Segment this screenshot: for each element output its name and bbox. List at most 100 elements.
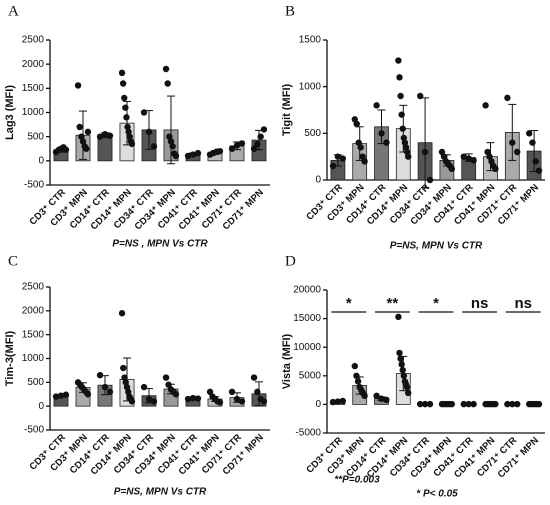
data-point [238, 140, 246, 147]
data-point [482, 102, 489, 109]
data-point [403, 384, 411, 391]
data-point [189, 151, 197, 158]
data-point [396, 349, 403, 357]
y-tick-label: 2000 [22, 305, 45, 316]
data-point [101, 131, 109, 138]
data-point [119, 80, 127, 87]
panel-letter: C [8, 253, 18, 269]
panel-letter: D [285, 253, 296, 269]
y-tick-label: 1500 [22, 329, 45, 340]
data-point [535, 167, 543, 174]
note: P=NS, MPN Vs CTR [390, 241, 483, 252]
data-point [52, 393, 60, 400]
data-point [421, 400, 429, 408]
y-tick-label: 0 [38, 401, 44, 412]
data-point [194, 395, 202, 402]
data-point [532, 158, 539, 165]
data-point [106, 132, 114, 139]
data-point [361, 158, 368, 165]
y-tick-label: -500 [24, 425, 44, 436]
data-point [250, 145, 258, 152]
y-tick-label: 20000 [293, 285, 321, 296]
note: * P< 0.05 [416, 489, 458, 500]
data-point [509, 139, 516, 146]
data-point [525, 130, 533, 137]
data-point [535, 400, 543, 408]
y-tick-label: 2000 [22, 59, 45, 70]
data-point [334, 398, 342, 405]
data-point [399, 366, 406, 374]
data-point [416, 400, 424, 408]
data-point [395, 57, 402, 64]
data-point [140, 109, 148, 116]
y-tick-label: 1500 [22, 83, 45, 94]
data-point [122, 104, 129, 111]
data-point [120, 364, 127, 372]
data-point [254, 140, 261, 148]
data-point [514, 148, 521, 156]
data-point [416, 92, 424, 100]
data-point [166, 133, 173, 140]
significance-label: ns [514, 295, 532, 312]
data-point [373, 102, 380, 109]
y-tick-label: -500 [24, 180, 44, 191]
data-point [206, 388, 214, 396]
data-point [172, 391, 180, 398]
data-point [378, 130, 385, 137]
data-point [228, 145, 236, 152]
data-point [78, 133, 85, 140]
data-point [448, 165, 456, 172]
data-point [84, 391, 92, 398]
data-point [509, 400, 516, 408]
y-axis-label: Tigit (MFI) [281, 83, 293, 136]
y-tick-label: 2500 [22, 35, 45, 46]
y-tick-label: 0 [38, 155, 44, 166]
data-point [405, 389, 412, 397]
data-point [238, 398, 246, 405]
data-point [121, 94, 128, 102]
data-point [504, 400, 511, 408]
data-point [189, 394, 197, 402]
data-point [145, 395, 153, 403]
data-point [448, 400, 456, 408]
data-point [465, 155, 472, 162]
data-point [492, 400, 499, 408]
y-axis-label: Vista (MFI) [281, 333, 293, 389]
data-point [101, 383, 109, 391]
data-point [167, 138, 175, 145]
significance-label: ** [387, 295, 399, 312]
data-point [260, 126, 268, 133]
data-point [216, 147, 224, 155]
panel-letter: A [8, 3, 19, 19]
data-point [62, 146, 70, 153]
data-point [373, 392, 380, 400]
data-point [162, 65, 170, 73]
data-point [250, 374, 258, 381]
data-point [125, 128, 132, 136]
y-tick-label: 1000 [299, 81, 322, 92]
data-point [339, 397, 347, 405]
data-point [172, 152, 180, 160]
y-tick-label: 15000 [293, 313, 321, 324]
data-point [529, 139, 536, 146]
y-tick-label: 10000 [293, 342, 321, 353]
data-point [260, 398, 268, 405]
data-point [96, 371, 104, 379]
data-point [351, 362, 358, 370]
y-tick-label: 2500 [22, 282, 45, 293]
data-point [124, 123, 131, 131]
data-point [492, 165, 499, 172]
data-point [184, 152, 192, 160]
data-point [398, 111, 405, 118]
y-tick-label: 500 [304, 128, 321, 139]
data-point [233, 142, 241, 149]
data-point [233, 395, 241, 403]
data-point [334, 153, 342, 160]
y-tick-label: 1000 [22, 353, 45, 364]
y-axis-label: Tim-3(MFI) [4, 330, 16, 386]
note: P=NS , MPN Vs CTR [112, 239, 208, 250]
data-point [398, 361, 405, 368]
data-point [396, 74, 403, 81]
data-point [504, 94, 511, 102]
